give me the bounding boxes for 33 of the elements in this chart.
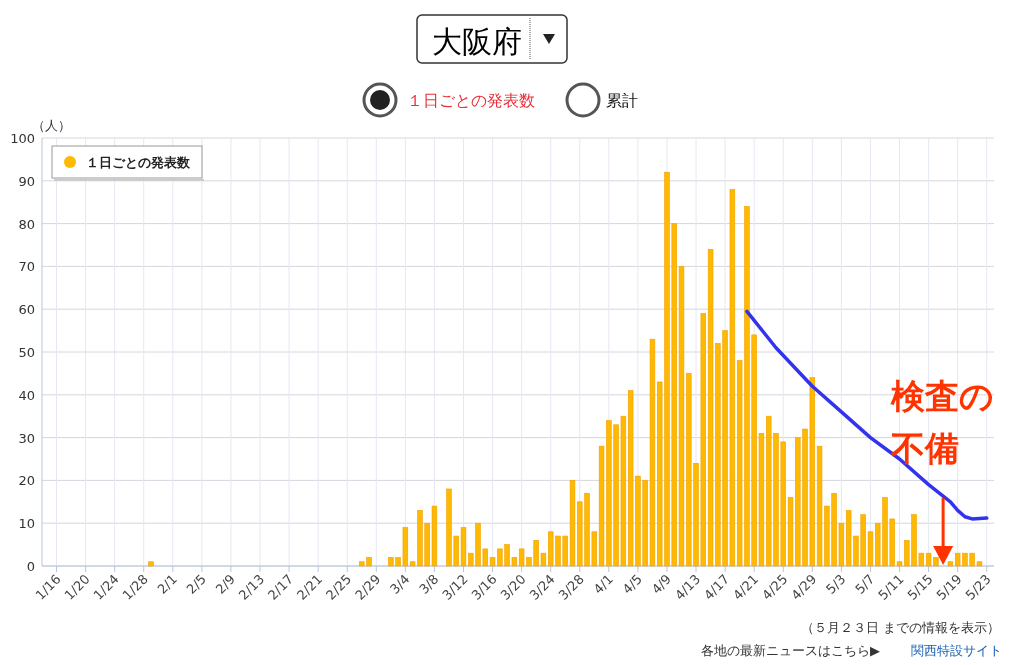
text: １日ごとの発表数 bbox=[407, 91, 535, 110]
chart-title: 大阪府 bbox=[432, 24, 522, 59]
y-tick-label: 60 bbox=[18, 302, 35, 318]
text: 累計 bbox=[606, 91, 638, 110]
x-tick-label: 3/4 bbox=[387, 571, 413, 597]
x-tick-label: 4/9 bbox=[648, 571, 675, 597]
x-tick-label: 2/1 bbox=[154, 571, 180, 597]
y-tick-label: 90 bbox=[18, 173, 35, 189]
x-tick-label: 5/7 bbox=[852, 571, 878, 597]
x-tick-label: 5/3 bbox=[823, 571, 849, 597]
y-tick-label: 20 bbox=[18, 473, 35, 489]
y-tick-label: 0 bbox=[26, 559, 35, 574]
legend-label: １日ごとの発表数 bbox=[86, 155, 191, 170]
bar bbox=[148, 561, 154, 567]
y-tick-label: 50 bbox=[18, 345, 35, 360]
y-tick-label: 40 bbox=[18, 387, 35, 403]
x-tick-label: 2/9 bbox=[212, 571, 239, 597]
text: 各地の最新ニュースはこちら▶ bbox=[701, 643, 880, 658]
bar bbox=[947, 561, 954, 567]
y-tick-label: 80 bbox=[18, 216, 35, 232]
text: （５月２３日 までの情報を表示） bbox=[800, 620, 1000, 635]
y-axis-title: （人） bbox=[32, 118, 71, 133]
x-tick-label: 4/5 bbox=[619, 571, 646, 597]
y-tick-label: 10 bbox=[18, 516, 35, 532]
text: 関西特設サイト bbox=[911, 643, 1002, 658]
x-tick-label: 3/8 bbox=[416, 571, 442, 597]
y-tick-label: 30 bbox=[18, 430, 35, 446]
x-tick-label: 4/1 bbox=[590, 571, 616, 597]
y-tick-label: 100 bbox=[10, 131, 35, 146]
legend: １日ごとの発表数 bbox=[51, 145, 205, 181]
annotation: 検査の不備 bbox=[890, 376, 995, 468]
x-tick-label: 2/5 bbox=[183, 571, 209, 597]
y-tick-label: 70 bbox=[18, 259, 35, 275]
